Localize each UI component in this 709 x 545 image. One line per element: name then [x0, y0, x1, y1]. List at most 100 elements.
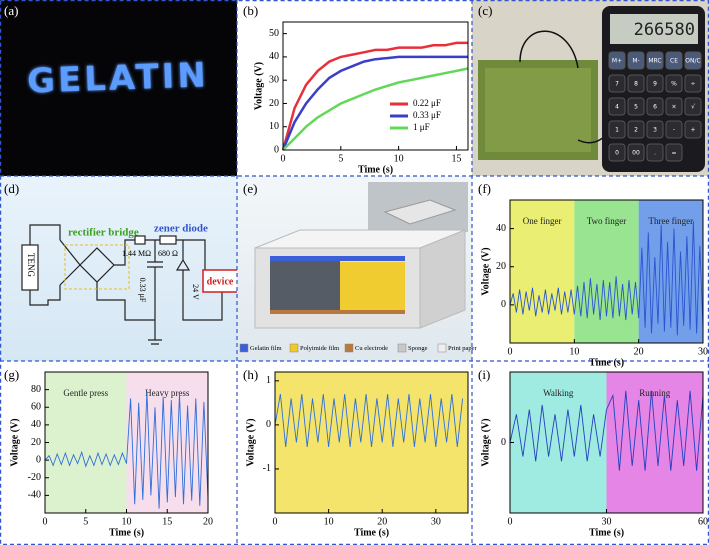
legend-label: Polyimide film	[300, 345, 339, 352]
calculator-key-label: 1	[615, 127, 619, 134]
data-line	[509, 390, 704, 471]
calculator-key	[665, 74, 683, 93]
calculator-key	[627, 97, 645, 116]
resistor2-label: 680 Ω	[158, 249, 178, 258]
photo-background	[0, 0, 237, 176]
calculator-key	[665, 120, 683, 139]
panel-label: (b)	[243, 3, 258, 18]
y-tick-label: 40	[31, 419, 41, 430]
region	[45, 372, 127, 513]
teng-label: TENG	[26, 253, 36, 277]
calculator-key-label: -	[673, 127, 675, 134]
calculator-key-label: 00	[632, 150, 640, 157]
calculator-key-label: M+	[612, 58, 622, 65]
display-text: 266580	[634, 20, 695, 40]
capacitor-label: 0.33 μF	[138, 278, 147, 303]
calculator-key	[627, 51, 645, 70]
region-label: Heavy press	[145, 388, 190, 398]
calculator-key-label: 4	[615, 104, 619, 111]
device-photo-object	[383, 199, 457, 225]
legend-swatch	[239, 343, 249, 353]
x-tick-label: 60	[698, 516, 708, 527]
x-axis-label: Time (s)	[358, 164, 393, 175]
region	[510, 200, 575, 343]
x-tick-label: 0	[273, 516, 278, 527]
y-axis-label: Voltage (V)	[9, 418, 20, 466]
x-tick-label: 30	[602, 516, 612, 527]
legend-label: 0.22 μF	[413, 98, 441, 108]
y-tick-label: -20	[28, 472, 41, 483]
x-tick-label: 30	[698, 346, 708, 357]
data-line	[509, 220, 704, 336]
y-axis-label: Voltage (V)	[480, 247, 491, 295]
region-label: One finger	[523, 216, 562, 226]
region-label: Two finger	[587, 216, 627, 226]
y-tick-label: 40	[269, 51, 279, 62]
x-tick-label: 10	[324, 516, 334, 527]
region	[574, 200, 639, 343]
data-line	[274, 393, 464, 447]
cavity-left	[270, 260, 340, 310]
panel-label: (a)	[4, 3, 18, 18]
data-line	[281, 55, 468, 151]
resistor1-label: 1.44 MΩ	[122, 249, 151, 258]
plot-area	[283, 22, 468, 150]
calculator-key-label: =	[671, 150, 676, 157]
x-tick-label: 10	[394, 153, 404, 164]
x-tick-label: 20	[377, 516, 387, 527]
region-label: Three finger	[648, 216, 693, 226]
x-tick-label: 0	[281, 153, 286, 164]
calculator-key	[646, 97, 664, 116]
x-tick-label: 10	[569, 346, 579, 357]
y-tick-label: 10	[269, 121, 279, 132]
led-text: GELATIN	[26, 55, 209, 101]
calculator-key	[608, 51, 626, 70]
region-label: Running	[639, 388, 671, 398]
x-tick-label: 20	[203, 516, 213, 527]
calculator-key-label: %	[671, 81, 677, 88]
calculator-key-label: +	[690, 127, 695, 134]
y-tick-label: 0	[274, 144, 279, 155]
legend-label: Print paper	[448, 345, 478, 352]
calculator-key	[608, 120, 626, 139]
y-tick-label: 30	[269, 74, 279, 85]
panel-label: (c)	[478, 3, 492, 18]
board-grid	[485, 68, 591, 152]
calculator-key	[684, 120, 702, 139]
calculator-key-label: √	[691, 104, 695, 111]
calculator-key	[646, 143, 664, 162]
x-tick-label: 10	[122, 516, 132, 527]
gelatin-layer	[270, 256, 405, 261]
legend-label: Cu electrode	[355, 345, 388, 352]
x-axis-label: Time (s)	[109, 527, 144, 538]
device-label: device	[207, 276, 234, 287]
circuit-wires	[21, 224, 239, 345]
calculator-key	[646, 120, 664, 139]
legend-swatch	[397, 343, 407, 353]
legend-label: 1 μF	[413, 122, 430, 132]
plot-frame	[509, 199, 704, 344]
plot-frame	[282, 21, 469, 151]
x-tick-label: 5	[83, 516, 88, 527]
panel-label: (e)	[243, 181, 257, 196]
x-axis-label: Time (s)	[354, 527, 389, 538]
y-axis-label: Voltage (V)	[480, 418, 491, 466]
x-tick-label: 15	[162, 516, 172, 527]
calculator-key	[608, 97, 626, 116]
calculator-key-label: ×	[671, 104, 676, 111]
panel-label: (h)	[243, 367, 258, 382]
legend-swatch	[344, 343, 354, 353]
y-tick-label: 20	[31, 437, 41, 448]
panel-label: (g)	[4, 367, 19, 382]
calculator-key-label: CE	[670, 58, 678, 65]
calculator-key	[627, 143, 645, 162]
x-axis-label: Time (s)	[589, 527, 624, 538]
x-tick-label: 20	[634, 346, 644, 357]
calculator-key-label: MRC	[648, 58, 661, 65]
calculator-key-label: 9	[653, 81, 657, 88]
plot-frame	[274, 371, 469, 514]
calculator-key	[646, 74, 664, 93]
electrode-layer	[270, 310, 405, 314]
calculator-key-label: 8	[634, 81, 638, 88]
